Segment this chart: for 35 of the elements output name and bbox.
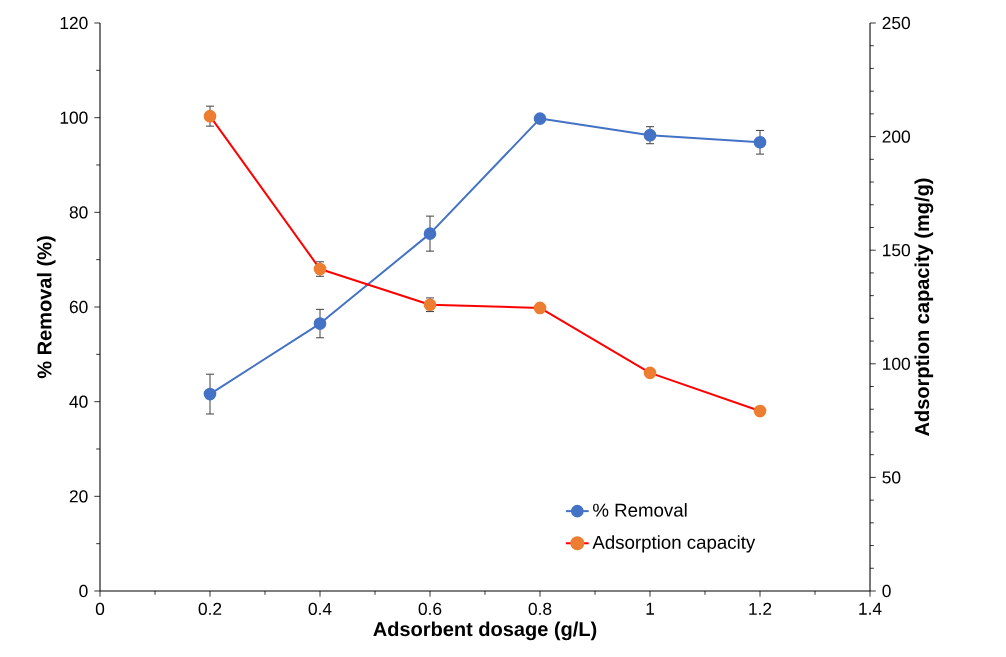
point — [533, 112, 547, 125]
y-tick-label: 100 — [60, 111, 88, 124]
y2-tick-label: 0 — [882, 584, 891, 598]
y2-tick-label: 100 — [883, 357, 910, 370]
legend-label: Adsorption capacity — [592, 535, 756, 553]
x-tick-label: 0.8 — [528, 602, 552, 615]
y-tick-label: 0 — [79, 584, 88, 598]
x-tick-label: 1.2 — [749, 602, 772, 615]
y2-tick-label: 150 — [883, 244, 910, 257]
x-tick-label: 1 — [646, 602, 654, 615]
y-tick-label: 120 — [60, 16, 88, 30]
y2-tick-label: 250 — [882, 16, 910, 30]
x-tick-label: 0.6 — [418, 602, 442, 615]
x-tick-label: 0 — [95, 602, 105, 615]
point — [313, 317, 327, 330]
legend-label: % Removal — [593, 503, 687, 517]
x-axis-title: Adsorbent dosage (g/L) — [373, 621, 597, 641]
point — [753, 404, 767, 418]
point — [203, 387, 217, 401]
y2-tick-label: 50 — [882, 471, 901, 484]
point — [533, 301, 547, 315]
x-tick-label: 1.4 — [859, 602, 882, 615]
y-tick-label: 40 — [69, 395, 88, 408]
point — [203, 109, 217, 123]
y-tick-label: 20 — [69, 490, 88, 503]
point — [423, 227, 437, 240]
y2-tick-label: 200 — [882, 130, 910, 143]
x-tick-label: 0.4 — [308, 602, 332, 615]
y2-axis-title: Adsorption capacity (mg/g) — [914, 178, 934, 436]
y-axis-title: % Removal (%) — [36, 236, 56, 379]
point — [643, 366, 657, 380]
x-tick-label: 0.2 — [198, 602, 222, 615]
y-tick-label: 80 — [69, 206, 88, 219]
y-tick-label: 60 — [69, 300, 88, 314]
point — [753, 135, 767, 149]
